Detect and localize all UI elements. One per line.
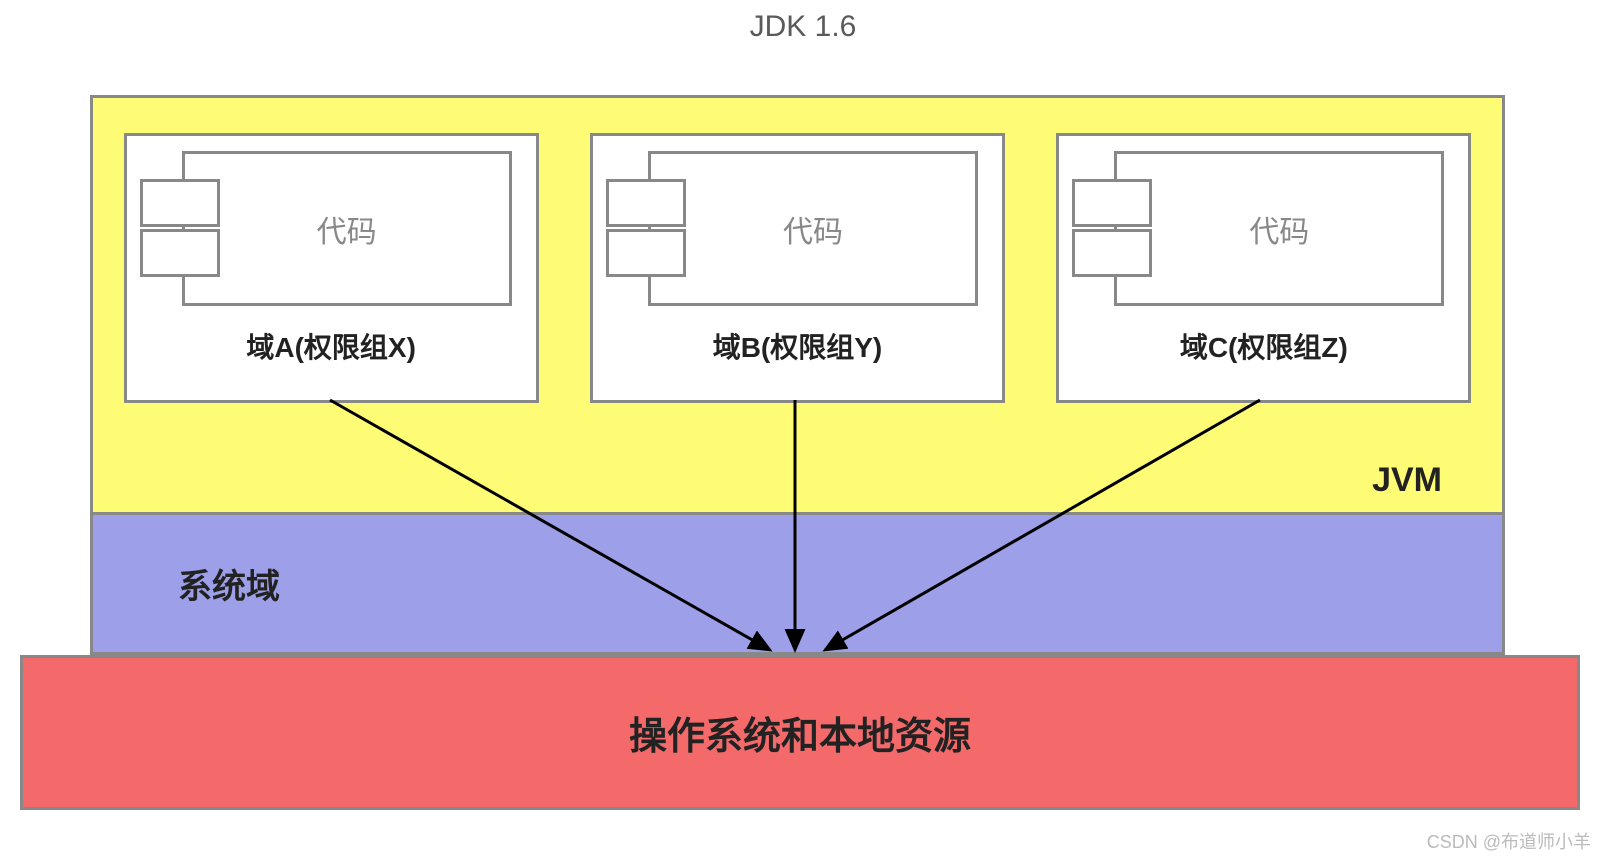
code-panel-b: 代码 [648, 151, 978, 306]
domain-box-c: 代码 域C(权限组Z) [1056, 133, 1471, 403]
code-label-b: 代码 [783, 207, 843, 251]
code-tab2-b [606, 229, 686, 277]
domain-box-a: 代码 域A(权限组X) [124, 133, 539, 403]
code-label-a: 代码 [317, 207, 377, 251]
code-panel-c: 代码 [1114, 151, 1444, 306]
jvm-label: JVM [1372, 461, 1442, 500]
code-tab2-a [140, 229, 220, 277]
code-tab1-c [1072, 179, 1152, 227]
code-label-c: 代码 [1249, 207, 1309, 251]
domain-box-b: 代码 域B(权限组Y) [590, 133, 1005, 403]
domain-label-b: 域B(权限组Y) [608, 326, 987, 366]
system-domain-box: 系统域 [90, 515, 1505, 655]
watermark: CSDN @布道师小羊 [1427, 828, 1591, 854]
diagram-title: JDK 1.6 [0, 0, 1606, 44]
domains-row: 代码 域A(权限组X) 代码 域B(权限组Y) 代码 [93, 98, 1502, 403]
jvm-container: 代码 域A(权限组X) 代码 域B(权限组Y) 代码 [90, 95, 1505, 515]
system-domain-label: 系统域 [178, 559, 280, 608]
os-resources-label: 操作系统和本地资源 [629, 705, 971, 760]
code-rect-c: 代码 [1114, 151, 1444, 306]
code-rect-b: 代码 [648, 151, 978, 306]
domain-label-c: 域C(权限组Z) [1074, 326, 1453, 366]
code-rect-a: 代码 [182, 151, 512, 306]
os-resources-box: 操作系统和本地资源 [20, 655, 1580, 810]
code-tab1-b [606, 179, 686, 227]
code-panel-a: 代码 [182, 151, 512, 306]
code-tab1-a [140, 179, 220, 227]
domain-label-a: 域A(权限组X) [142, 326, 521, 366]
code-tab2-c [1072, 229, 1152, 277]
